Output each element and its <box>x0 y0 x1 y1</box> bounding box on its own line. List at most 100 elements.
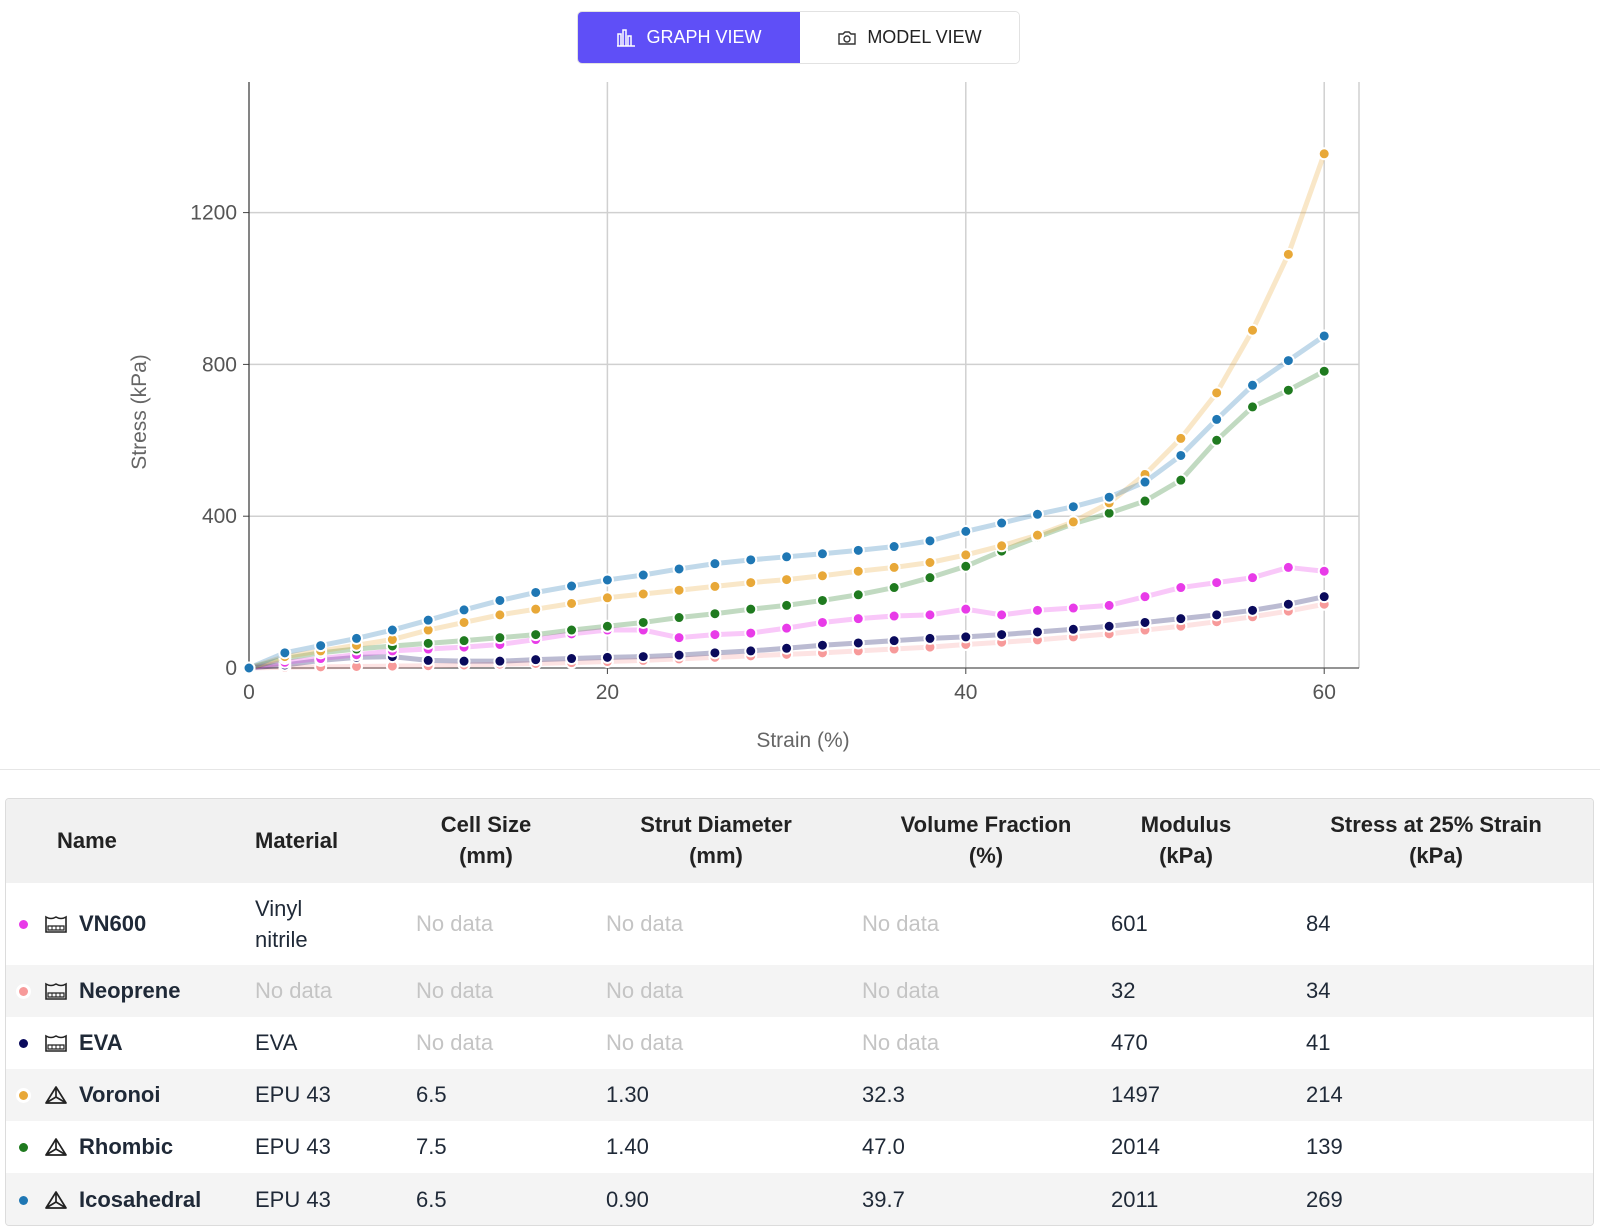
data-point[interactable] <box>1174 581 1188 595</box>
data-point[interactable] <box>600 619 614 633</box>
data-point[interactable] <box>278 646 292 660</box>
data-point[interactable] <box>1102 619 1116 633</box>
table-row[interactable]: Voronoi EPU 43 6.5 1.30 32.3 1497 214 <box>6 1069 1593 1121</box>
data-point[interactable] <box>600 573 614 587</box>
data-point[interactable] <box>314 639 328 653</box>
data-point[interactable] <box>529 602 543 616</box>
data-point[interactable] <box>1138 475 1152 489</box>
data-point[interactable] <box>815 547 829 561</box>
data-point[interactable] <box>851 588 865 602</box>
row-name[interactable]: Neoprene <box>79 978 181 1003</box>
data-point[interactable] <box>1317 329 1331 343</box>
data-point[interactable] <box>708 579 722 593</box>
data-point[interactable] <box>1066 601 1080 615</box>
data-point[interactable] <box>529 628 543 642</box>
data-point[interactable] <box>851 564 865 578</box>
data-point[interactable] <box>672 631 686 645</box>
data-point[interactable] <box>1102 598 1116 612</box>
data-point[interactable] <box>780 621 794 635</box>
data-point[interactable] <box>995 516 1009 530</box>
data-point[interactable] <box>959 630 973 644</box>
data-point[interactable] <box>1281 560 1295 574</box>
data-point[interactable] <box>959 602 973 616</box>
data-point[interactable] <box>1174 431 1188 445</box>
table-row[interactable]: Icosahedral EPU 43 6.5 0.90 39.7 2011 269 <box>6 1173 1593 1225</box>
data-point[interactable] <box>457 615 471 629</box>
data-point[interactable] <box>780 573 794 587</box>
data-point[interactable] <box>1246 400 1260 414</box>
row-name[interactable]: Voronoi <box>79 1082 161 1107</box>
data-point[interactable] <box>1317 364 1331 378</box>
data-point[interactable] <box>1210 412 1224 426</box>
data-point[interactable] <box>1281 354 1295 368</box>
data-point[interactable] <box>1174 448 1188 462</box>
column-header[interactable]: Material <box>255 825 338 856</box>
data-point[interactable] <box>1066 515 1080 529</box>
data-point[interactable] <box>708 628 722 642</box>
data-point[interactable] <box>350 631 364 645</box>
data-point[interactable] <box>959 524 973 538</box>
graph-view-button[interactable]: GRAPH VIEW <box>578 12 800 63</box>
data-point[interactable] <box>887 609 901 623</box>
column-header[interactable]: Cell Size (mm) <box>411 809 561 871</box>
data-point[interactable] <box>1246 571 1260 585</box>
row-name[interactable]: Rhombic <box>79 1134 174 1159</box>
data-point[interactable] <box>815 615 829 629</box>
data-point[interactable] <box>1138 615 1152 629</box>
model-view-button[interactable]: MODEL VIEW <box>800 12 1019 63</box>
data-point[interactable] <box>744 644 758 658</box>
data-point[interactable] <box>744 626 758 640</box>
data-point[interactable] <box>600 650 614 664</box>
data-point[interactable] <box>636 650 650 664</box>
column-header[interactable]: Volume Fraction (%) <box>856 809 1116 871</box>
data-point[interactable] <box>1174 612 1188 626</box>
data-point[interactable] <box>1246 378 1260 392</box>
data-point[interactable] <box>815 569 829 583</box>
data-point[interactable] <box>529 585 543 599</box>
data-point[interactable] <box>851 543 865 557</box>
data-point[interactable] <box>959 559 973 573</box>
data-point[interactable] <box>744 553 758 567</box>
data-point[interactable] <box>493 654 507 668</box>
data-point[interactable] <box>708 557 722 571</box>
data-point[interactable] <box>1138 590 1152 604</box>
data-point[interactable] <box>672 611 686 625</box>
data-point[interactable] <box>529 653 543 667</box>
data-point[interactable] <box>780 550 794 564</box>
data-point[interactable] <box>923 631 937 645</box>
data-point[interactable] <box>923 534 937 548</box>
data-point[interactable] <box>421 653 435 667</box>
data-point[interactable] <box>815 638 829 652</box>
data-point[interactable] <box>887 634 901 648</box>
data-point[interactable] <box>923 555 937 569</box>
data-point[interactable] <box>1210 433 1224 447</box>
data-point[interactable] <box>887 560 901 574</box>
data-point[interactable] <box>1317 590 1331 604</box>
data-point[interactable] <box>565 652 579 666</box>
data-point[interactable] <box>923 608 937 622</box>
data-point[interactable] <box>1138 494 1152 508</box>
data-point[interactable] <box>851 612 865 626</box>
data-point[interactable] <box>780 598 794 612</box>
data-point[interactable] <box>744 602 758 616</box>
data-point[interactable] <box>1246 603 1260 617</box>
data-point[interactable] <box>1210 386 1224 400</box>
data-point[interactable] <box>457 634 471 648</box>
column-header[interactable]: Stress at 25% Strain (kPa) <box>1286 809 1586 871</box>
data-point[interactable] <box>1174 473 1188 487</box>
data-point[interactable] <box>1030 507 1044 521</box>
data-point[interactable] <box>780 641 794 655</box>
table-row[interactable]: Neoprene No data No data No data No data 32 34 <box>6 965 1593 1017</box>
data-point[interactable] <box>1246 323 1260 337</box>
data-point[interactable] <box>1317 564 1331 578</box>
row-name[interactable]: VN600 <box>79 911 147 936</box>
table-row[interactable]: Rhombic EPU 43 7.5 1.40 47.0 2014 139 <box>6 1121 1593 1173</box>
row-name[interactable]: Icosahedral <box>79 1187 202 1212</box>
data-point[interactable] <box>995 539 1009 553</box>
data-point[interactable] <box>744 576 758 590</box>
column-header[interactable]: Name <box>57 825 117 856</box>
data-point[interactable] <box>1281 597 1295 611</box>
data-point[interactable] <box>959 548 973 562</box>
data-point[interactable] <box>923 571 937 585</box>
data-point[interactable] <box>457 603 471 617</box>
